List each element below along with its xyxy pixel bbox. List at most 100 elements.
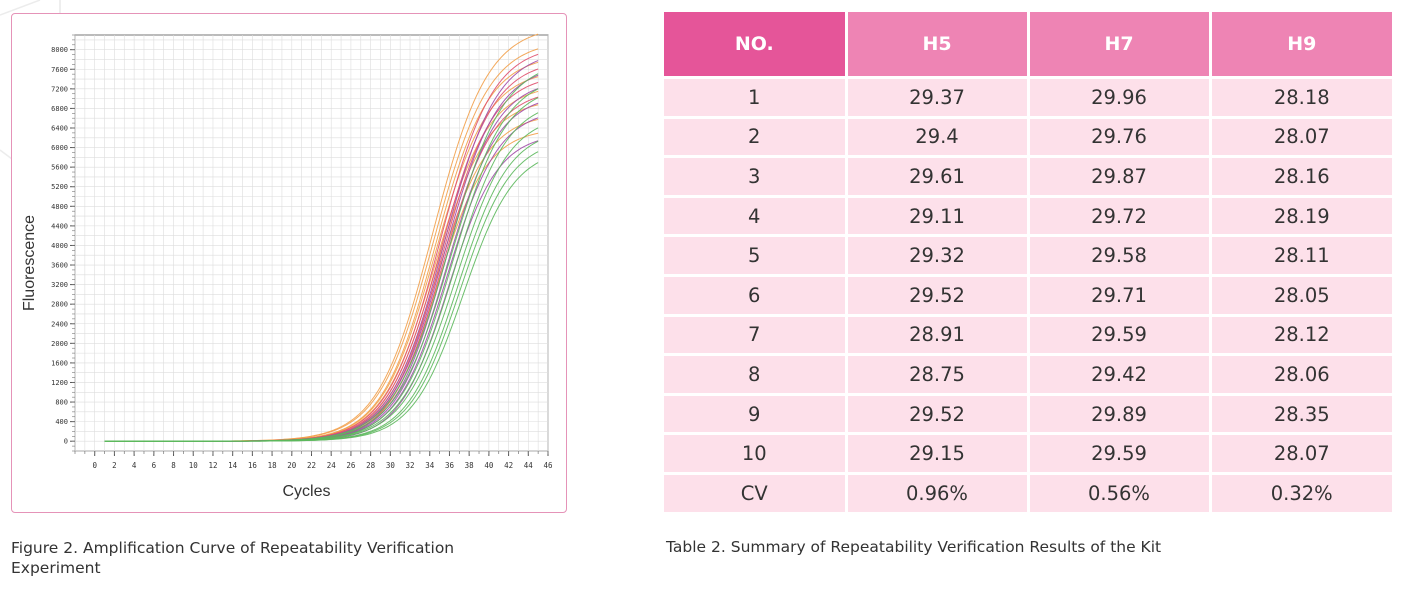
table-header-row: NO. H5 H7 H9: [664, 12, 1392, 79]
table-header-h9: H9: [1208, 12, 1392, 79]
table-cell: 28.19: [1208, 194, 1392, 238]
table-cell: 28.06: [1208, 353, 1392, 396]
table-cell: 29.61: [844, 155, 1030, 198]
table-cell: 28.12: [1208, 313, 1392, 357]
table-cell: 28.11: [1208, 234, 1392, 277]
x-tick-label: 44: [524, 461, 534, 470]
table-cell: 0.96%: [844, 471, 1030, 512]
table-cell: 28.91: [844, 313, 1030, 357]
y-tick-label: 800: [55, 399, 68, 407]
x-tick-label: 6: [152, 461, 157, 470]
table-cell: 29.32: [844, 234, 1030, 277]
table-cell: 29.15: [844, 432, 1030, 475]
table-row: CV 0.96% 0.56% 0.32%: [664, 471, 1392, 512]
table-header-h5: H5: [844, 12, 1030, 79]
table-cell: 28.07: [1208, 432, 1392, 475]
table-cell: 29.37: [844, 76, 1030, 119]
x-tick-label: 16: [248, 461, 258, 470]
y-tick-label: 2000: [51, 340, 68, 348]
x-tick-label: 26: [346, 461, 356, 470]
table-cell: 3: [664, 155, 848, 198]
x-tick-label: 2: [112, 461, 117, 470]
table-cell: 8: [664, 353, 848, 396]
table-cell: 29.52: [844, 273, 1030, 317]
table-cell: 29.96: [1026, 76, 1212, 119]
table-row: 8 28.75 29.42 28.06: [664, 353, 1392, 396]
table-cell: 5: [664, 234, 848, 277]
table-cell: 29.72: [1026, 194, 1212, 238]
table-cell: 0.32%: [1208, 471, 1392, 512]
series-line-26: [104, 162, 539, 442]
y-tick-label: 6400: [51, 124, 68, 132]
table-row: 6 29.52 29.71 28.05: [664, 273, 1392, 317]
y-tick-label: 6000: [51, 144, 68, 152]
table-cell: 29.58: [1026, 234, 1212, 277]
table-cell: 10: [664, 432, 848, 475]
table-cell: 4: [664, 194, 848, 238]
table-cell: 28.05: [1208, 273, 1392, 317]
y-tick-label: 5200: [51, 183, 68, 191]
x-tick-label: 34: [425, 461, 435, 470]
table-header-h7: H7: [1026, 12, 1212, 79]
x-tick-label: 32: [406, 461, 415, 470]
y-tick-label: 5600: [51, 164, 68, 172]
x-tick-label: 28: [366, 461, 376, 470]
x-axis-label: Cycles: [282, 483, 330, 500]
x-tick-label: 18: [268, 461, 278, 470]
table-row: 9 29.52 29.89 28.35: [664, 392, 1392, 436]
x-tick-label: 46: [543, 461, 553, 470]
table-cell: 29.76: [1026, 115, 1212, 159]
x-tick-label: 12: [208, 461, 217, 470]
y-tick-label: 2800: [51, 301, 68, 309]
table-cell: 28.16: [1208, 155, 1392, 198]
table-row: 1 29.37 29.96 28.18: [664, 76, 1392, 119]
x-tick-label: 38: [465, 461, 475, 470]
x-tick-label: 40: [484, 461, 494, 470]
table-cell: 29.59: [1026, 313, 1212, 357]
y-tick-label: 4400: [51, 222, 68, 230]
table-cell: 29.71: [1026, 273, 1212, 317]
x-tick-label: 0: [92, 461, 97, 470]
x-tick-label: 14: [228, 461, 238, 470]
x-tick-label: 20: [287, 461, 297, 470]
table-cell: 29.4: [844, 115, 1030, 159]
table-row: 10 29.15 29.59 28.07: [664, 432, 1392, 475]
y-tick-label: 7600: [51, 66, 68, 74]
y-tick-label: 1200: [51, 379, 68, 387]
table-row: 4 29.11 29.72 28.19: [664, 194, 1392, 238]
table-cell: 28.35: [1208, 392, 1392, 436]
table-cell: 7: [664, 313, 848, 357]
x-tick-label: 42: [504, 461, 513, 470]
table-row: 5 29.32 29.58 28.11: [664, 234, 1392, 277]
table-row: 3 29.61 29.87 28.16: [664, 155, 1392, 198]
table-cell: 29.52: [844, 392, 1030, 436]
table-cell: 29.42: [1026, 353, 1212, 396]
y-tick-label: 0: [64, 438, 68, 446]
results-table: NO. H5 H7 H9 1 29.37 29.96 28.18 2 29.4 29.76 28.0…: [664, 12, 1392, 512]
table-cell: 28.07: [1208, 115, 1392, 159]
y-tick-label: 4800: [51, 203, 68, 211]
y-tick-label: 7200: [51, 85, 68, 93]
y-tick-label: 400: [55, 418, 68, 426]
y-tick-label: 2400: [51, 320, 68, 328]
y-tick-label: 4000: [51, 242, 68, 250]
y-tick-label: 3200: [51, 281, 68, 289]
table-cell: 29.87: [1026, 155, 1212, 198]
table-cell: 28.18: [1208, 76, 1392, 119]
table-cell: 6: [664, 273, 848, 317]
table-body: 1 29.37 29.96 28.18 2 29.4 29.76 28.07 3 29.61 29.…: [664, 76, 1392, 512]
x-tick-label: 30: [386, 461, 396, 470]
chart-panel: 0 2 4 6 8 10 12 14 16 18 20 22 24 26 28 30 32 34 36 38 40 42 4…: [11, 13, 567, 513]
amplification-chart: 0 2 4 6 8 10 12 14 16 18 20 22 24 26 28 30 32 34 36 38 40 42 4…: [21, 33, 553, 500]
table-caption: Table 2. Summary of Repeatability Verifi…: [666, 538, 1162, 556]
table-cell: 28.75: [844, 353, 1030, 396]
table-cell: 29.59: [1026, 432, 1212, 475]
x-tick-label: 24: [327, 461, 337, 470]
table-cell: 29.11: [844, 194, 1030, 238]
table-row: 7 28.91 29.59 28.12: [664, 313, 1392, 357]
table-cell: CV: [664, 471, 848, 512]
table-cell: 1: [664, 76, 848, 119]
table-cell: 0.56%: [1026, 471, 1212, 512]
x-tick-label: 22: [307, 461, 316, 470]
x-tick-label: 10: [189, 461, 199, 470]
